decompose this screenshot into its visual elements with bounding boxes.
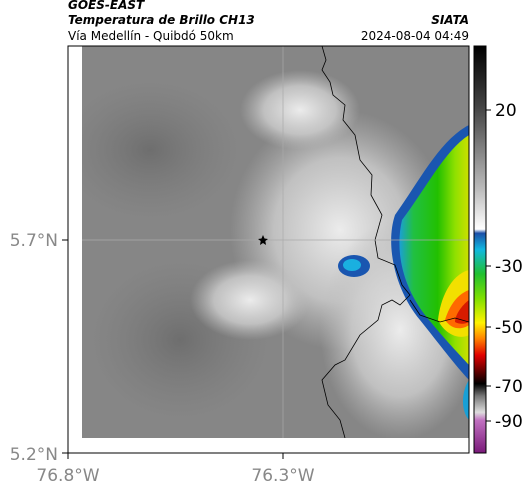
- colorbar-ticks: [486, 109, 491, 422]
- satellite-image: [82, 46, 469, 438]
- route: Vía Medellín - Quibdó 50km: [68, 29, 234, 43]
- lon-label: 76.3°W: [251, 466, 314, 486]
- map-frame: [67, 45, 470, 454]
- lat-label: 5.2°N: [10, 445, 58, 465]
- timestamp: 2024-08-04 04:49: [361, 29, 469, 43]
- colorbar-label: -30: [495, 257, 523, 277]
- lon-label: 76.8°W: [36, 466, 99, 486]
- title: GOES-EAST: [68, 0, 145, 12]
- colorbar: [473, 45, 487, 454]
- subtitle: Temperatura de Brillo CH13: [68, 13, 255, 27]
- colorbar-label: -90: [495, 412, 523, 432]
- colorbar-label: -50: [495, 318, 523, 338]
- colorbar-label: -70: [495, 377, 523, 397]
- lat-label: 5.7°N: [10, 231, 58, 251]
- colorbar-label: 20: [495, 101, 517, 121]
- source: SIATA: [431, 13, 469, 27]
